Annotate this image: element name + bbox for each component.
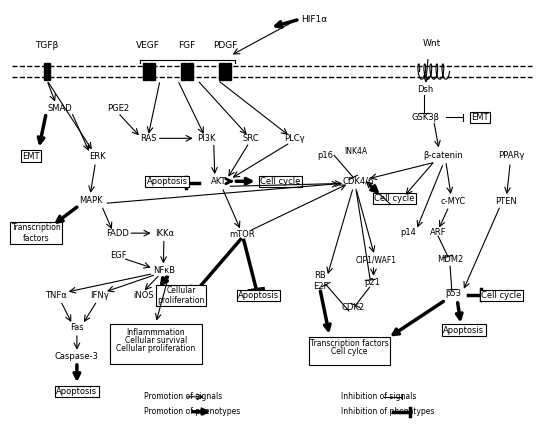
Text: PTEN: PTEN [495, 197, 517, 206]
Text: SMAD: SMAD [47, 104, 72, 113]
Text: Cell cycle: Cell cycle [481, 291, 522, 300]
Text: Transcription factors: Transcription factors [310, 339, 389, 348]
Text: Promotion of phenotypes: Promotion of phenotypes [144, 407, 240, 416]
Text: IKKα: IKKα [155, 229, 174, 238]
Text: p21: p21 [365, 278, 381, 287]
Bar [149, 62, 155, 80]
Text: Cellular
proliferation: Cellular proliferation [157, 286, 205, 305]
Text: iNOS: iNOS [133, 291, 154, 300]
Text: Cell cycle: Cell cycle [260, 177, 301, 186]
Text: Caspase-3: Caspase-3 [55, 352, 99, 361]
Bar [110, 324, 202, 364]
Text: Promotion of signals: Promotion of signals [144, 392, 222, 401]
Text: EMT: EMT [471, 113, 489, 122]
Text: Apoptosis: Apoptosis [238, 291, 279, 300]
Bar [44, 62, 50, 80]
Text: TGFβ: TGFβ [35, 41, 58, 50]
Text: RB
E2F: RB E2F [313, 271, 328, 291]
Text: INK4A: INK4A [344, 146, 367, 155]
Text: CIP1/WAF1: CIP1/WAF1 [356, 256, 397, 265]
Text: Cellular survival: Cellular survival [125, 336, 187, 345]
Text: Transcription
factors: Transcription factors [12, 223, 61, 243]
Text: c-MYC: c-MYC [440, 197, 465, 206]
Text: Inflammmation: Inflammmation [126, 328, 185, 337]
Text: Apoptosis: Apoptosis [443, 326, 485, 335]
Text: PI3K: PI3K [197, 134, 216, 143]
Text: Cellular proliferation: Cellular proliferation [116, 344, 195, 353]
Text: PPARγ: PPARγ [498, 151, 525, 160]
Text: Apoptosis: Apoptosis [147, 177, 188, 186]
Text: SRC: SRC [242, 134, 258, 143]
Text: ERK: ERK [89, 152, 106, 160]
Text: PDGF: PDGF [213, 41, 238, 50]
Text: FADD: FADD [107, 229, 129, 238]
Text: EMT: EMT [22, 152, 40, 160]
Text: AKT: AKT [211, 177, 227, 186]
Text: PLCγ: PLCγ [284, 134, 305, 143]
Text: Inhibition of phenotypes: Inhibition of phenotypes [340, 407, 434, 416]
Bar [142, 62, 148, 80]
Text: p14: p14 [400, 228, 416, 237]
Text: FGF: FGF [178, 41, 195, 50]
Text: Apoptosis: Apoptosis [56, 387, 97, 396]
Text: Inhibition of signals: Inhibition of signals [340, 392, 416, 401]
Text: β-catenin: β-catenin [424, 151, 464, 160]
Text: GSK3β: GSK3β [411, 113, 439, 122]
Text: ARF: ARF [430, 228, 446, 237]
Text: MMP7: MMP7 [384, 197, 410, 206]
Text: CDK2: CDK2 [342, 303, 365, 312]
Text: MAPK: MAPK [79, 196, 103, 205]
Text: VEGF: VEGF [136, 41, 160, 50]
Bar [181, 62, 186, 80]
Bar [226, 62, 231, 80]
Bar [309, 337, 390, 365]
Text: IFNγ: IFNγ [91, 291, 109, 300]
Text: Cell cycle: Cell cycle [374, 194, 415, 203]
Text: Wnt: Wnt [423, 39, 441, 48]
Text: Fas: Fas [70, 324, 84, 333]
Text: RAS: RAS [140, 134, 156, 143]
Text: p16: p16 [317, 151, 333, 160]
Text: HIF1α: HIF1α [301, 15, 327, 24]
Text: p53: p53 [445, 289, 461, 298]
Text: TNFα: TNFα [45, 291, 67, 300]
Text: EGF: EGF [109, 251, 126, 260]
Text: CDK4/6: CDK4/6 [343, 177, 374, 186]
Text: Cell cylce: Cell cylce [331, 347, 367, 356]
Bar [188, 62, 193, 80]
Bar [219, 62, 224, 80]
Text: Dsh: Dsh [417, 85, 433, 94]
Text: MDM2: MDM2 [437, 256, 463, 265]
Text: NFκB: NFκB [153, 266, 175, 275]
Text: mTOR: mTOR [229, 230, 255, 239]
Text: PGE2: PGE2 [107, 104, 129, 113]
